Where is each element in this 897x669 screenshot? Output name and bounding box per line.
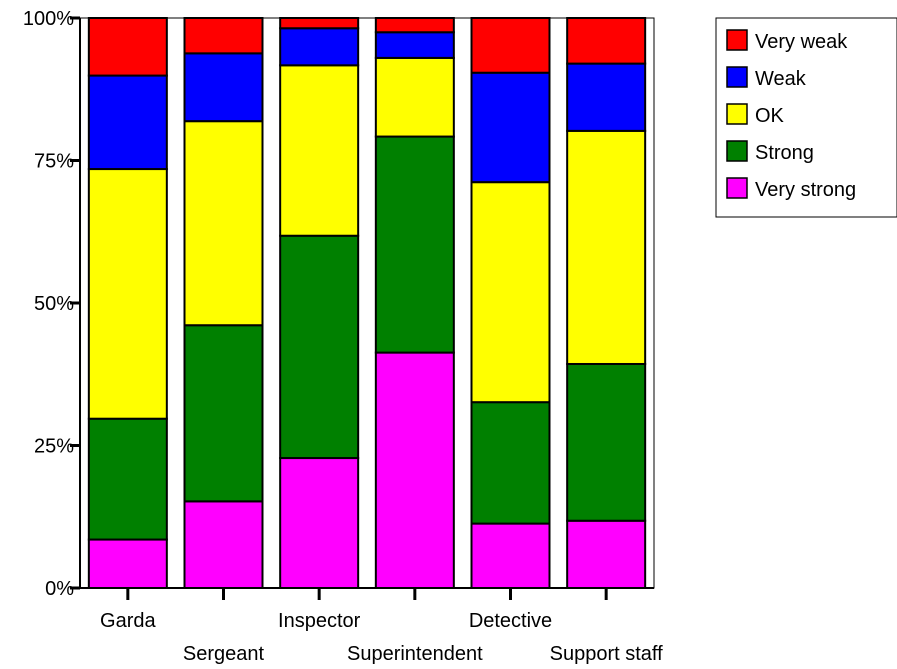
- bar-segment: [87, 538, 168, 589]
- plot-area-frame: [79, 17, 655, 589]
- x-axis-ticks: Garda Sergeant Inspector Superintendent Dete…: [100, 588, 663, 665]
- bar-segment: [374, 351, 455, 589]
- legend-label: Very weak: [755, 31, 848, 53]
- y-tick-label: 50%: [34, 293, 74, 315]
- legend-swatch: [726, 140, 748, 162]
- legend-label: Strong: [755, 142, 814, 164]
- bar-segment: [279, 64, 360, 237]
- x-tick-label: Detective: [469, 610, 552, 632]
- x-tick-label: Sergeant: [183, 643, 265, 665]
- bar-segment: [183, 324, 264, 503]
- x-tick-label: Superintendent: [347, 643, 483, 665]
- legend: Very weak Weak OK Strong Very strong: [715, 17, 897, 218]
- bar-segment: [470, 181, 551, 404]
- bar-segment: [566, 62, 647, 132]
- y-tick-label: 100%: [23, 8, 74, 30]
- y-tick-label: 25%: [34, 436, 74, 458]
- bar-segment: [470, 71, 551, 184]
- bars-group: [87, 17, 647, 590]
- y-tick-label: 75%: [34, 151, 74, 173]
- bar-segment: [183, 52, 264, 123]
- legend-swatch: [726, 177, 748, 199]
- bar-segment: [183, 500, 264, 589]
- bar-segment: [374, 31, 455, 59]
- bar-segment: [279, 234, 360, 460]
- legend-label: OK: [755, 105, 785, 127]
- bar-segment: [87, 74, 168, 171]
- legend-swatch: [726, 29, 748, 51]
- bar-segment: [183, 120, 264, 327]
- x-tick-label: Garda: [100, 610, 156, 632]
- bar-segment: [87, 417, 168, 541]
- legend-label: Very strong: [755, 179, 856, 201]
- bar-segment: [183, 17, 264, 55]
- bar-segment: [279, 27, 360, 67]
- bar-segment: [470, 17, 551, 74]
- bar-segment: [470, 522, 551, 590]
- bar-segment: [566, 129, 647, 365]
- bar-segment: [279, 17, 360, 30]
- x-tick-label: Inspector: [278, 610, 361, 632]
- y-tick-label: 0%: [45, 578, 74, 600]
- legend-swatch: [726, 103, 748, 125]
- bar-segment: [279, 457, 360, 590]
- y-axis-ticks: 0% 25% 50% 75% 100%: [23, 8, 80, 600]
- bar-segment: [87, 17, 168, 77]
- bar-segment: [566, 362, 647, 522]
- bar-segment: [566, 17, 647, 65]
- bar-segment: [374, 135, 455, 354]
- x-tick-label: Support staff: [550, 643, 663, 665]
- bar-segment: [374, 17, 455, 34]
- bar-segment: [470, 401, 551, 525]
- legend-label: Weak: [755, 68, 807, 90]
- bar-segment: [374, 56, 455, 138]
- bar-segment: [87, 168, 168, 420]
- bar-segment: [566, 519, 647, 589]
- legend-swatch: [726, 66, 748, 88]
